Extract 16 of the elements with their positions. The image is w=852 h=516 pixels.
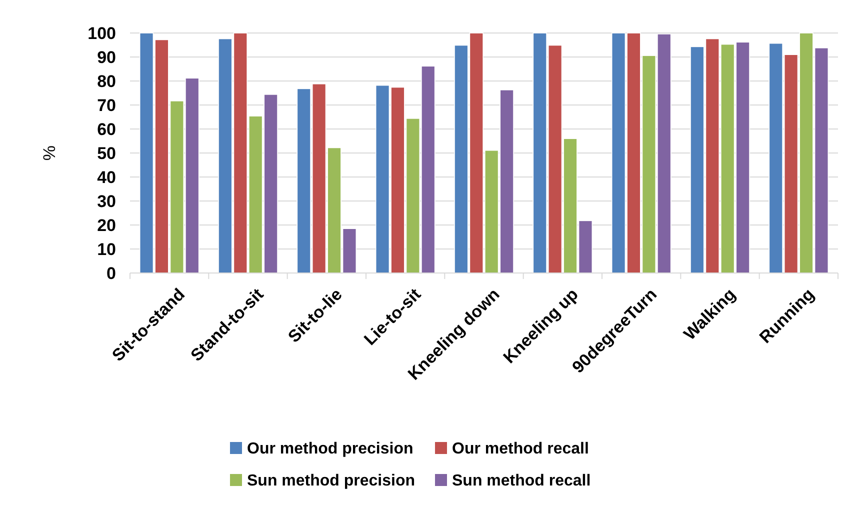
legend-label: Our method recall: [452, 440, 589, 458]
y-tick-label: 10: [97, 240, 116, 259]
y-tick-label: 80: [97, 72, 116, 91]
legend-label: Our method precision: [247, 440, 414, 458]
y-tick-label: 0: [106, 264, 116, 283]
legend-label: Sun method precision: [247, 472, 416, 490]
y-tick-label: 70: [97, 96, 116, 115]
y-tick-label: 30: [97, 192, 116, 211]
y-tick-label: 40: [97, 168, 116, 187]
y-tick-label: 50: [97, 144, 116, 163]
legend-label: Sun method recall: [452, 472, 591, 490]
y-tick-label: 100: [88, 24, 116, 43]
y-tick-label: 90: [97, 48, 116, 67]
y-tick-label: 60: [97, 120, 116, 139]
y-axis-title: %: [40, 145, 59, 161]
y-tick-label: 20: [97, 216, 116, 235]
